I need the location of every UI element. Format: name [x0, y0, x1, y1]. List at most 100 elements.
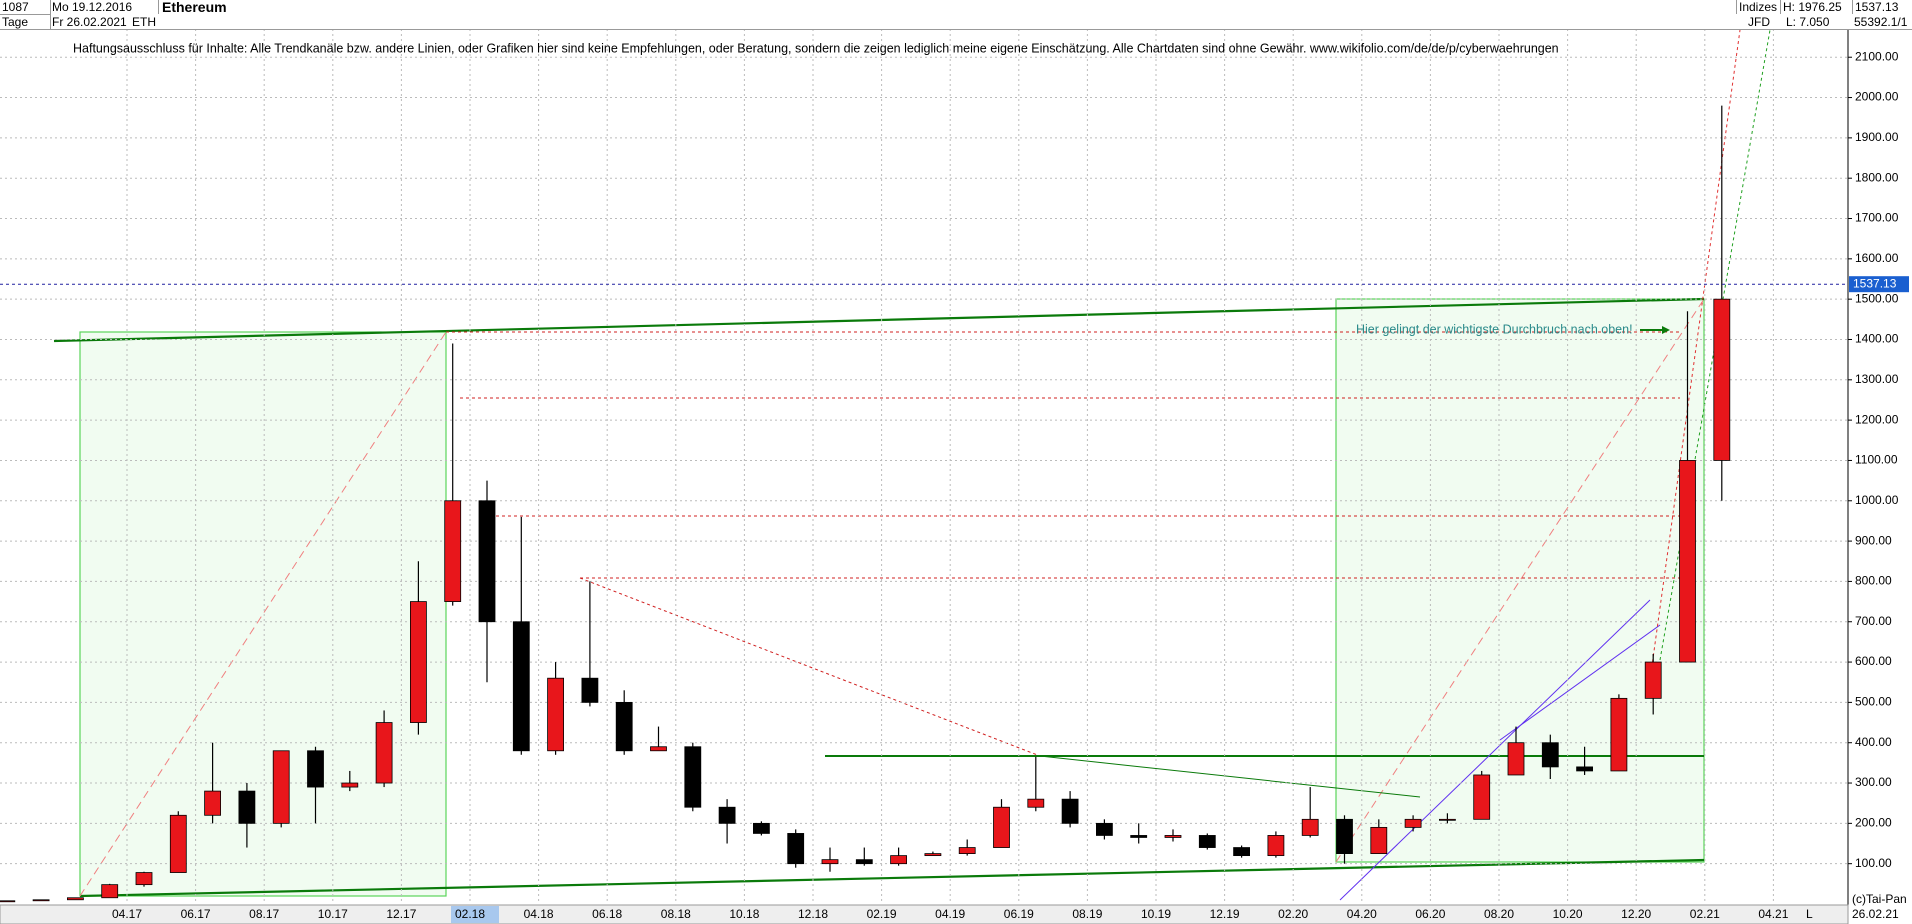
- candle-body: [1644, 661, 1662, 699]
- candle-body: [101, 884, 119, 899]
- candle-body: [341, 782, 359, 788]
- x-tick-label: 10.18: [729, 907, 759, 921]
- x-tick-label: 04.17: [112, 907, 142, 921]
- y-tick-label: 1600.00: [1855, 251, 1899, 265]
- trend-line: [1039, 755, 1421, 798]
- y-tick-label: 900.00: [1855, 533, 1892, 547]
- candle-body: [821, 859, 839, 865]
- x-tick-label: 10.17: [318, 907, 348, 921]
- low: L: 7.050: [1786, 15, 1830, 29]
- footer-date: 26.02.21: [1852, 907, 1899, 921]
- subtitle: Haftungsausschluss für Inhalte: Alle Tre…: [73, 41, 1559, 55]
- y-tick-label: 700.00: [1855, 614, 1892, 628]
- y-tick-label: 1100.00: [1855, 453, 1898, 467]
- y-tick-label: 500.00: [1855, 695, 1892, 709]
- symbol: ETH: [132, 15, 156, 29]
- annotation: Hier gelingt der wichtigste Durchbruch n…: [1356, 322, 1633, 336]
- candle-body: [32, 899, 50, 902]
- candle-body: [855, 859, 873, 865]
- x-tick-label: 12.20: [1621, 907, 1651, 921]
- x-tick-label: 08.18: [661, 907, 691, 921]
- x-axis-highlight: [451, 906, 499, 923]
- candle-body: [135, 872, 153, 886]
- candle-body: [1130, 835, 1148, 838]
- candle-body: [512, 621, 530, 752]
- y-tick-label: 1800.00: [1855, 170, 1899, 184]
- volume: 55392.1/1: [1854, 15, 1908, 29]
- candle-body: [375, 722, 393, 784]
- to-date: Fr 26.02.2021: [52, 15, 127, 29]
- y-tick-label: 1900.00: [1855, 130, 1899, 144]
- candle-body: [169, 814, 187, 873]
- candle-body: [1679, 460, 1696, 663]
- candle-body: [1404, 818, 1422, 828]
- x-tick-label: 06.18: [592, 907, 622, 921]
- candle-body: [478, 500, 496, 623]
- candle-body: [1096, 822, 1113, 836]
- y-tick-label: 300.00: [1855, 775, 1892, 789]
- candle-body: [581, 677, 599, 703]
- unit[interactable]: Tage: [0, 15, 51, 30]
- y-tick-label: 600.00: [1855, 654, 1892, 668]
- y-tick-label: 400.00: [1855, 735, 1892, 749]
- candle-body: [1267, 835, 1285, 857]
- x-tick-label: 10.20: [1553, 907, 1583, 921]
- candle-body: [787, 833, 805, 865]
- candle-body: [924, 853, 942, 857]
- candle-body: [204, 790, 222, 816]
- candle-body: [409, 601, 427, 723]
- y-tick-label: 1300.00: [1855, 372, 1899, 386]
- y-tick-label: 1000.00: [1855, 493, 1899, 507]
- x-tick-label: 04.18: [524, 907, 554, 921]
- candle-body: [753, 822, 770, 834]
- trend-line: [79, 331, 447, 897]
- x-tick-label: 12.17: [386, 907, 416, 921]
- candle-body: [890, 855, 907, 865]
- candle-body: [1027, 798, 1045, 808]
- copyright: (c)Tai-Pan: [1852, 892, 1907, 906]
- trend-line: [1339, 599, 1651, 901]
- x-tick-label: 08.20: [1484, 907, 1514, 921]
- candle-body: [1713, 298, 1731, 461]
- x-tick-label: 02.18: [455, 907, 485, 921]
- x-tick-label: 06.19: [1004, 907, 1034, 921]
- y-tick-label: 800.00: [1855, 574, 1892, 588]
- header-rule: [0, 29, 1912, 30]
- arrow-head: [1662, 326, 1670, 334]
- x-tick-label: 04.20: [1347, 907, 1377, 921]
- count[interactable]: 1087: [0, 0, 51, 15]
- candle-body: [1439, 818, 1456, 821]
- y-tick-label: 1500.00: [1855, 291, 1899, 305]
- x-tick-label: 06.20: [1415, 907, 1445, 921]
- from-date: Mo 19.12.2016: [50, 0, 159, 14]
- candle-body: [1061, 798, 1079, 824]
- group: Indizes: [1736, 0, 1779, 14]
- candle-body: [67, 897, 84, 901]
- x-tick-label: 08.19: [1072, 907, 1102, 921]
- candle-body: [1198, 835, 1216, 848]
- chart-title: Ethereum: [162, 0, 227, 15]
- y-tick-label: 1200.00: [1855, 412, 1899, 426]
- trend-line: [1499, 624, 1661, 741]
- x-tick-label: 04.21: [1758, 907, 1788, 921]
- scale-mode: L: [1806, 907, 1813, 921]
- candle-body: [1164, 835, 1182, 838]
- high: H: 1976.25: [1780, 0, 1844, 14]
- grid: [0, 29, 1848, 904]
- candle-body: [1233, 847, 1250, 857]
- y-tick-label: 2100.00: [1855, 49, 1899, 63]
- candle-body: [650, 746, 667, 752]
- y-tick-label: 2000.00: [1855, 90, 1899, 104]
- x-tick-label: 02.19: [867, 907, 897, 921]
- trend-line: [53, 297, 1705, 343]
- candle-body: [444, 500, 462, 602]
- x-tick-label: 08.17: [249, 907, 279, 921]
- x-tick-label: 02.21: [1690, 907, 1720, 921]
- x-tick-label: 10.19: [1141, 907, 1171, 921]
- candles: [0, 105, 1731, 903]
- candle-body: [1370, 826, 1388, 854]
- candle-body: [547, 677, 564, 752]
- x-tick-label: 02.20: [1278, 907, 1308, 921]
